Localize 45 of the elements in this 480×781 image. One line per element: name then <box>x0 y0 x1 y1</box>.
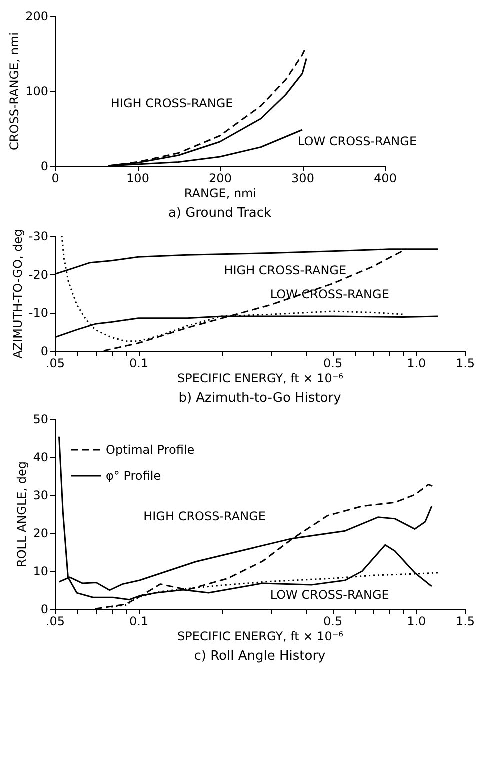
y-tick-label: 0 <box>40 602 48 616</box>
x-axis-title: SPECIFIC ENERGY, ft × 10⁻⁶ <box>178 372 344 386</box>
legend-label: Optimal Profile <box>106 443 195 457</box>
text: a) Ground Track <box>168 206 272 221</box>
x-tick-label: 300 <box>292 172 314 186</box>
y-tick-label: -30 <box>28 230 48 244</box>
x-tick-label: 0.1 <box>130 356 149 370</box>
y-tick-label: 0 <box>40 344 48 358</box>
y-tick-label: 30 <box>33 488 48 502</box>
y-axis-title: AZIMUTH-TO-GO, deg <box>10 229 25 359</box>
y-tick-label: 200 <box>26 10 48 24</box>
x-tick-label: 1.0 <box>407 356 426 370</box>
annotation: HIGH CROSS-RANGE <box>110 96 234 110</box>
x-axis-title: RANGE, nmi <box>184 186 257 200</box>
x-tick-label: .05 <box>46 614 66 628</box>
x-tick-label: .05 <box>46 356 66 370</box>
y-tick-label: 20 <box>33 526 48 540</box>
y-axis-title: ROLL ANGLE, deg <box>15 462 30 568</box>
legend-label: φ° Profile <box>106 469 162 483</box>
text: c) Roll Angle History <box>194 649 326 664</box>
y-tick-label: 10 <box>33 564 48 578</box>
x-tick-label: 100 <box>126 172 150 186</box>
x-tick-label: 400 <box>374 172 397 186</box>
text: b) Azimuth-to-Go History <box>178 391 342 406</box>
y-tick-label: 0 <box>40 160 48 174</box>
x-tick-label: 0.5 <box>324 614 343 628</box>
x-tick-label: 1.0 <box>407 614 426 628</box>
y-tick-label: -10 <box>28 306 48 320</box>
x-tick-label: 1.5 <box>456 614 476 628</box>
y-tick-label: -20 <box>28 268 48 282</box>
annotation: LOW CROSS-RANGE <box>298 134 418 148</box>
x-tick-label: 200 <box>209 172 232 186</box>
x-tick-label: 1.5 <box>456 356 476 370</box>
x-tick-label: 0.1 <box>130 614 149 628</box>
annotation: LOW CROSS-RANGE <box>270 288 390 302</box>
y-tick-label: 100 <box>26 84 48 98</box>
x-tick-label: 0.5 <box>324 356 343 370</box>
y-axis-title: CROSS-RANGE, nmi <box>8 32 22 150</box>
y-tick-label: 40 <box>33 450 48 464</box>
x-tick-label: 0 <box>52 172 60 186</box>
annotation: HIGH CROSS-RANGE <box>224 264 347 278</box>
annotation: HIGH CROSS-RANGE <box>144 510 266 524</box>
x-axis-title: SPECIFIC ENERGY, ft × 10⁻⁶ <box>178 630 344 644</box>
y-tick-label: 50 <box>33 412 48 426</box>
annotation: LOW CROSS-RANGE <box>270 588 390 602</box>
